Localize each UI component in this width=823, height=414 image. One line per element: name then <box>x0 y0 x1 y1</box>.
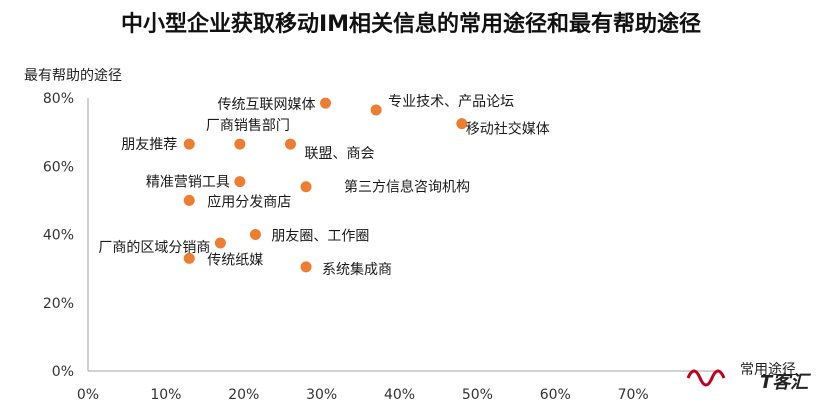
data-point-label: 联盟、商会 <box>304 146 374 162</box>
data-point-label: 厂商销售部门 <box>206 118 290 134</box>
data-point <box>300 181 312 193</box>
data-point <box>183 252 195 264</box>
data-point <box>183 138 195 150</box>
y-tick-label: 0% <box>52 364 74 380</box>
watermark-text: T客汇 <box>760 372 811 393</box>
data-point-label: 传统互联网媒体 <box>218 97 316 113</box>
data-point <box>234 176 246 188</box>
data-point <box>300 261 312 273</box>
data-point-label: 厂商的区域分销商 <box>98 240 210 256</box>
data-point-label: 移动社交媒体 <box>466 121 550 138</box>
y-tick-label: 80% <box>43 91 74 107</box>
data-point <box>284 138 296 150</box>
data-point-label: 专业技术、产品论坛 <box>388 94 514 110</box>
data-point <box>234 138 246 150</box>
x-tick-label: 40% <box>384 387 415 403</box>
chart-title: 中小型企业获取移动IM相关信息的常用途径和最有帮助途径 <box>121 11 701 37</box>
data-point <box>370 104 382 116</box>
data-point <box>214 237 226 249</box>
data-point <box>456 118 468 130</box>
x-tick-label: 60% <box>540 387 571 403</box>
data-point-label: 传统纸媒 <box>207 252 263 268</box>
y-tick-label: 40% <box>43 228 74 244</box>
data-point <box>320 97 332 109</box>
x-axis-label: 常用途径 <box>740 361 796 378</box>
watermark-swirl-icon <box>686 369 726 387</box>
data-point-label: 系统集成商 <box>322 261 392 278</box>
x-tick-label: 20% <box>228 387 259 403</box>
data-point-label: 第三方信息咨询机构 <box>344 179 470 196</box>
x-tick-label: 70% <box>618 387 649 403</box>
data-point-label: 应用分发商店 <box>207 193 291 210</box>
data-point <box>249 229 261 240</box>
x-tick-label: 0% <box>77 387 99 403</box>
y-axis-label: 最有帮助的途径 <box>24 67 122 84</box>
data-point-label: 精准营销工具 <box>146 175 230 191</box>
x-tick-label: 30% <box>306 387 337 403</box>
y-tick-label: 60% <box>43 159 74 175</box>
x-tick-label: 50% <box>462 387 493 403</box>
y-tick-label: 20% <box>43 296 74 312</box>
data-point-label: 朋友圈、工作圈 <box>271 229 369 245</box>
data-point-label: 朋友推荐 <box>121 137 177 153</box>
data-point <box>183 194 195 206</box>
watermark-logo: T客汇 <box>686 369 811 393</box>
x-tick-label: 10% <box>150 387 181 403</box>
